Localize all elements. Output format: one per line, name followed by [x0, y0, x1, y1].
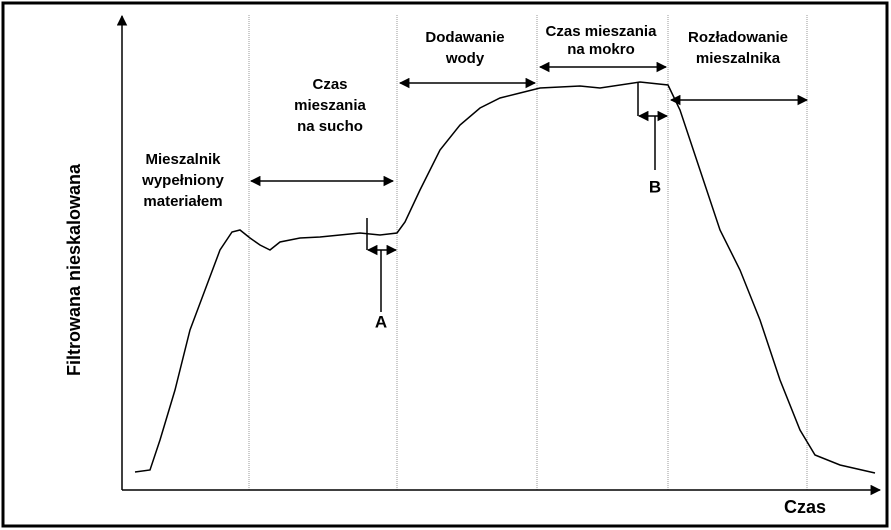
phase-label: wody	[445, 50, 485, 67]
phase-label: Dodawanie	[425, 29, 504, 46]
phase-label: Rozładowanie	[688, 29, 788, 46]
phase-label: mieszalnika	[696, 50, 781, 67]
x-axis-label: Czas	[784, 497, 826, 517]
signal-curve	[134, 81, 876, 474]
phase-label: Czas	[312, 76, 347, 93]
phase-label: na mokro	[567, 41, 635, 58]
phase-label: wypełniony	[141, 172, 224, 189]
phase-label: Czas mieszania	[546, 23, 658, 40]
marker-label: A	[375, 312, 387, 331]
phase-label: na sucho	[297, 118, 363, 135]
phase-arrows	[249, 61, 809, 312]
y-axis-label: Filtrowana nieskalowana	[64, 163, 84, 376]
phase-label: materiałem	[143, 193, 222, 210]
phase-label: mieszania	[294, 97, 366, 114]
phase-label: Mieszalnik	[145, 151, 221, 168]
marker-label: B	[649, 177, 661, 196]
